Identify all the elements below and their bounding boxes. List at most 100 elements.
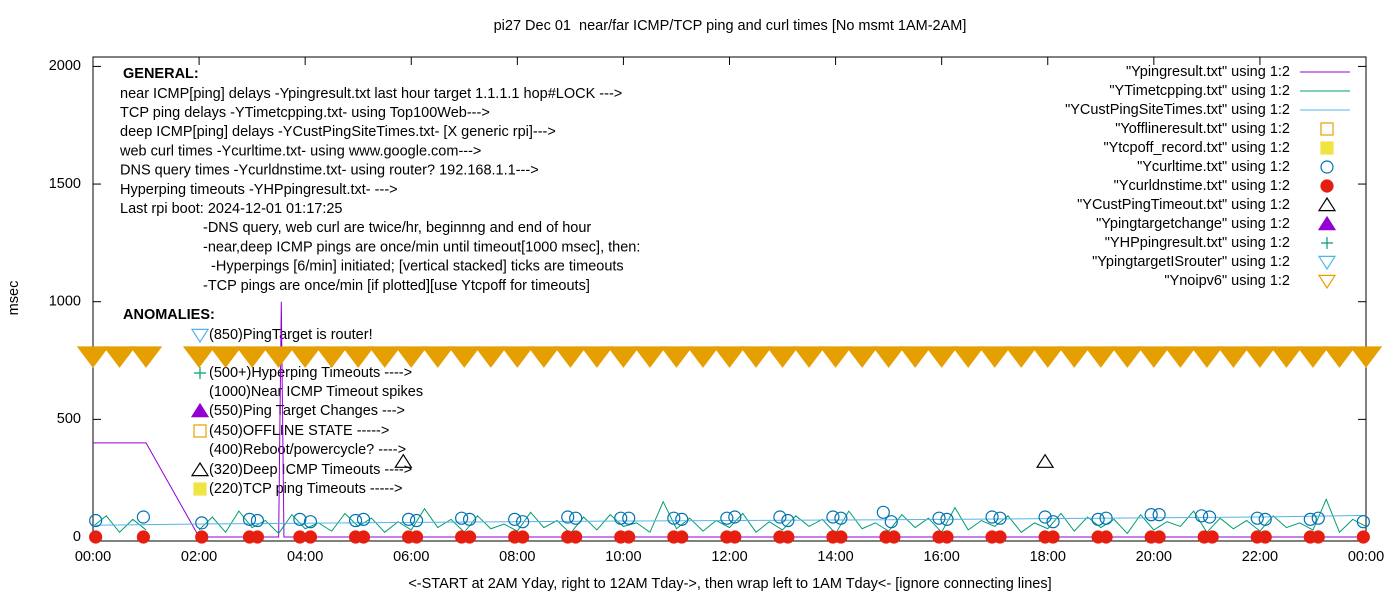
y-tick-label: 0 — [73, 529, 81, 545]
legend-swatch — [1317, 274, 1337, 290]
data-point — [1190, 346, 1224, 368]
data-point — [1031, 346, 1064, 368]
anomaly-marker — [193, 482, 207, 496]
legend-swatch — [1317, 215, 1337, 231]
legend-label: "YCustPingSiteTimes.txt" using 1:2 — [1065, 102, 1290, 118]
data-point — [985, 510, 999, 524]
data-point — [845, 346, 879, 368]
data-point — [686, 346, 720, 368]
data-point — [1036, 453, 1055, 468]
x-tick-label: 02:00 — [181, 549, 217, 565]
data-point — [660, 346, 693, 368]
x-tick-label: 00:00 — [1348, 549, 1384, 565]
data-point — [394, 453, 413, 468]
x-tick-label: 10:00 — [605, 549, 641, 565]
data-point — [89, 513, 103, 528]
data-point — [925, 346, 958, 368]
data-point — [1250, 511, 1264, 525]
data-point — [89, 530, 103, 544]
data-point — [409, 530, 424, 544]
data-point — [508, 512, 522, 526]
data-point — [356, 512, 371, 526]
data-point — [262, 346, 295, 368]
data-point — [1356, 530, 1370, 544]
x-tick-label: 08:00 — [499, 549, 535, 565]
data-point — [315, 346, 348, 368]
x-tick-label: 18:00 — [1030, 549, 1066, 565]
data-point — [826, 510, 840, 524]
data-point — [1194, 509, 1209, 523]
data-point — [940, 530, 954, 544]
anomalies-heading: ANOMALIES: — [123, 307, 215, 323]
data-point — [622, 530, 636, 544]
data-point — [356, 530, 371, 544]
general-heading: GENERAL: — [123, 66, 199, 82]
anomaly-text: (220)TCP ping Timeouts -----> — [209, 481, 403, 497]
data-point — [76, 346, 110, 368]
y-tick-label: 1500 — [49, 176, 81, 192]
data-point — [569, 511, 583, 525]
data-point — [1311, 511, 1325, 525]
anomaly-marker — [190, 461, 210, 477]
general-line: near ICMP[ping] delays -Ypingresult.txt … — [120, 86, 622, 102]
anomaly-text: (550)Ping Target Changes ---> — [209, 403, 405, 419]
data-point — [607, 346, 640, 368]
y-tick-label: 1000 — [49, 294, 81, 310]
data-point — [1046, 515, 1060, 529]
data-point — [819, 346, 852, 368]
data-point — [1356, 515, 1370, 529]
data-point — [250, 530, 265, 544]
data-point — [1311, 530, 1325, 544]
data-point — [103, 346, 136, 368]
data-point — [1084, 346, 1117, 368]
legend-swatch — [1320, 122, 1334, 136]
data-point — [781, 530, 795, 544]
anomaly-marker — [190, 328, 210, 344]
data-point — [242, 512, 257, 526]
data-point — [1303, 512, 1317, 526]
data-point — [554, 346, 587, 368]
legend-swatch — [1317, 255, 1337, 271]
data-point — [675, 512, 689, 526]
x-tick-label: 16:00 — [924, 549, 960, 565]
anomaly-text: (1000)Near ICMP Timeout spikes — [209, 384, 423, 400]
legend-label: "YpingtargetISrouter" using 1:2 — [1092, 254, 1290, 270]
data-point — [633, 346, 667, 368]
data-point — [348, 513, 363, 528]
data-point — [1270, 346, 1303, 368]
legend-label: "YTimetcpping.txt" using 1:2 — [1109, 83, 1290, 99]
general-line: TCP ping delays -YTimetcpping.txt- using… — [120, 105, 490, 121]
data-point — [303, 530, 318, 544]
data-point — [235, 346, 269, 368]
data-point — [739, 346, 773, 368]
data-point — [136, 510, 150, 524]
data-point — [876, 505, 890, 519]
data-point — [940, 512, 954, 526]
general-line: -Hyperpings [6/min] initiated; [vertical… — [203, 259, 624, 275]
general-line: deep ICMP[ping] delays -YCustPingSiteTim… — [120, 124, 556, 140]
data-point — [872, 346, 905, 368]
legend-swatch — [1321, 237, 1333, 249]
data-point — [1111, 346, 1144, 368]
legend-swatch — [1320, 160, 1334, 174]
anomaly-marker — [190, 402, 210, 418]
data-point — [834, 530, 848, 544]
data-point — [136, 530, 150, 544]
data-point — [1217, 346, 1250, 368]
data-point — [1323, 346, 1356, 368]
x-tick-label: 20:00 — [1136, 549, 1172, 565]
data-point — [569, 530, 583, 544]
data-point — [720, 511, 734, 525]
data-point — [728, 530, 742, 544]
data-point — [951, 346, 985, 368]
x-tick-label: 06:00 — [393, 549, 429, 565]
data-point — [195, 516, 209, 530]
data-point — [342, 346, 375, 368]
x-axis-label: <-START at 2AM Yday, right to 12AM Tday-… — [408, 576, 1051, 592]
data-point — [516, 530, 530, 544]
data-point — [713, 346, 746, 368]
data-point — [1099, 511, 1113, 525]
data-point — [993, 511, 1007, 525]
anomaly-marker — [194, 367, 206, 379]
